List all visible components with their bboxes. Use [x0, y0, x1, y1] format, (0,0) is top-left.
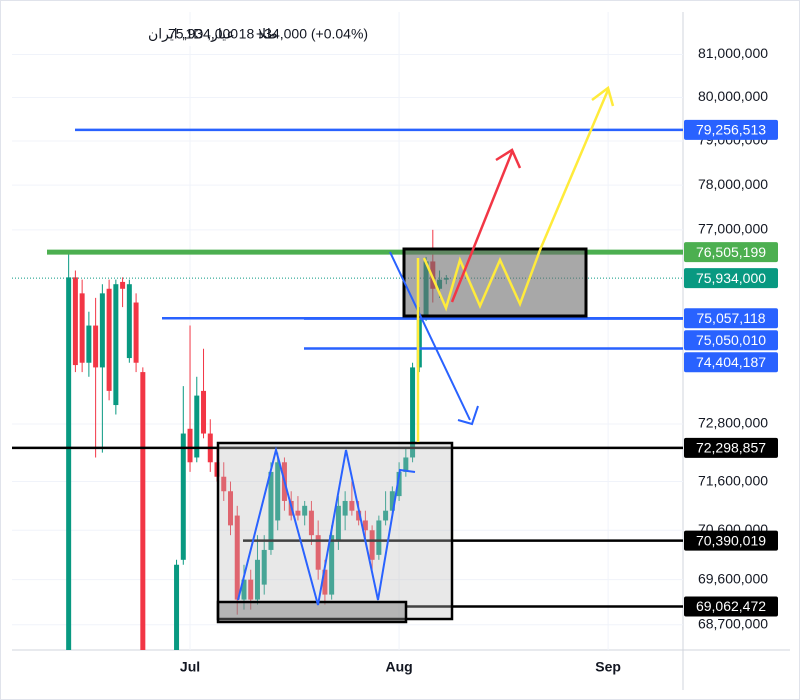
level-label-bg: [684, 119, 778, 140]
x-tick-label: Jul: [180, 659, 200, 675]
last-price: 75,934,000: [168, 26, 238, 42]
candle-body: [187, 428, 193, 463]
candle-body: [234, 515, 240, 600]
candle-body: [349, 500, 355, 511]
level-label: 79,256,513: [696, 122, 766, 138]
candle-body: [342, 500, 348, 516]
y-tick-label: 78,000,000: [698, 176, 768, 192]
y-tick-label: 71,600,000: [698, 472, 768, 488]
candle-body: [295, 510, 301, 516]
candle-body: [254, 559, 260, 600]
level-label: 69,062,472: [696, 598, 766, 614]
candle-body: [275, 462, 281, 521]
blue-arrowhead: [457, 405, 479, 426]
y-tick-label: 77,000,000: [698, 221, 768, 237]
red-arrowhead: [495, 148, 522, 169]
candle-body: [201, 390, 207, 434]
level-label-bg: [684, 308, 778, 329]
level-label-bg: [684, 437, 778, 458]
candle-body: [93, 325, 99, 368]
blue-arrow: [389, 251, 471, 421]
level-label: 75,057,118: [696, 310, 765, 326]
candle-body: [106, 288, 112, 391]
resistance-box: [402, 247, 588, 318]
candle-body: [194, 395, 200, 458]
candle-body: [308, 510, 314, 536]
candle-body: [383, 510, 389, 521]
candle-body: [140, 372, 146, 650]
candle-body: [369, 530, 375, 560]
level-label-bg: [684, 352, 778, 373]
candle-body: [113, 284, 119, 406]
candle-body: [403, 457, 409, 472]
candle-body: [221, 476, 227, 492]
level-label: 72,298,857: [696, 440, 766, 456]
range-box: [216, 441, 454, 621]
candle-body: [389, 491, 395, 511]
candle-body: [174, 564, 180, 650]
y-tick-label: 81,000,000: [698, 45, 768, 61]
last-price-label: 75,934,000: [696, 270, 766, 286]
plot-area: [12, 85, 683, 650]
level-label-bg: [684, 530, 778, 551]
candle-body: [410, 367, 416, 458]
candle-body: [99, 293, 105, 368]
support-box: [216, 600, 408, 624]
candle-body: [322, 569, 328, 595]
level-label-bg: [684, 242, 778, 263]
candle-body: [376, 520, 382, 555]
header-bg: [20, 24, 386, 46]
last-price-label-bg: [684, 268, 778, 289]
price-axis: 81,000,00080,000,00079,000,00078,000,000…: [180, 45, 778, 675]
candle-body: [79, 293, 85, 363]
candle-body: [66, 277, 72, 650]
level-label: 70,390,019: [696, 532, 766, 548]
candle-body: [302, 505, 308, 516]
level-label-bg: [684, 596, 778, 617]
candle-body: [335, 505, 341, 541]
candle-body: [416, 316, 422, 368]
level-label-bg: [684, 330, 778, 351]
candle-body: [248, 579, 254, 600]
candle-body: [126, 284, 132, 359]
symbol-title: طلا 18 عیار, 1D, ایران: [148, 26, 278, 43]
candle-body: [72, 277, 78, 366]
y-tick-label: 68,700,000: [698, 615, 768, 631]
candle-body: [120, 281, 126, 289]
level-label: 75,050,010: [696, 332, 766, 348]
candle-body: [329, 535, 335, 595]
x-tick-label: Aug: [385, 659, 412, 675]
y-tick-label: 72,800,000: [698, 415, 768, 431]
yellow-arrowhead: [591, 85, 615, 107]
grid: [12, 12, 683, 650]
candles: [66, 229, 449, 650]
candle-body: [86, 325, 92, 363]
candle-body: [227, 491, 233, 526]
candle-body: [315, 535, 321, 570]
price-change: +34,000 (+0.04%): [256, 26, 368, 42]
y-tick-label: 80,000,000: [698, 88, 768, 104]
yellow-zigzag: [422, 89, 610, 312]
candle-body: [261, 549, 267, 585]
drawings: [216, 85, 615, 624]
level-label: 74,404,187: [696, 354, 766, 370]
candle-body: [268, 471, 274, 550]
red-arrow: [450, 151, 514, 303]
level-label: 76,505,199: [696, 244, 766, 260]
candle-body: [180, 433, 186, 560]
candle-body: [133, 302, 139, 363]
x-tick-label: Sep: [595, 659, 621, 675]
candle-body: [396, 471, 402, 497]
y-tick-label: 69,600,000: [698, 570, 768, 586]
blue-zigzag: [237, 446, 416, 606]
candle-body: [356, 510, 362, 521]
candle-body: [362, 520, 368, 531]
candle-body: [241, 579, 247, 600]
